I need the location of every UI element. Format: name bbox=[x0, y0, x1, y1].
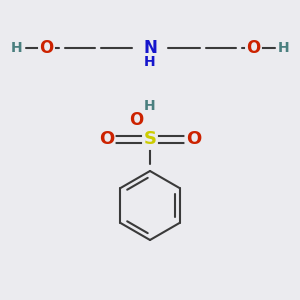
Text: H: H bbox=[144, 99, 156, 112]
Text: O: O bbox=[129, 111, 144, 129]
Text: O: O bbox=[186, 130, 201, 148]
Text: N: N bbox=[143, 39, 157, 57]
Text: H: H bbox=[144, 55, 156, 68]
Text: O: O bbox=[99, 130, 114, 148]
Text: O: O bbox=[39, 39, 54, 57]
Text: O: O bbox=[246, 39, 261, 57]
Text: H: H bbox=[278, 41, 289, 55]
Text: H: H bbox=[11, 41, 22, 55]
Text: S: S bbox=[143, 130, 157, 148]
